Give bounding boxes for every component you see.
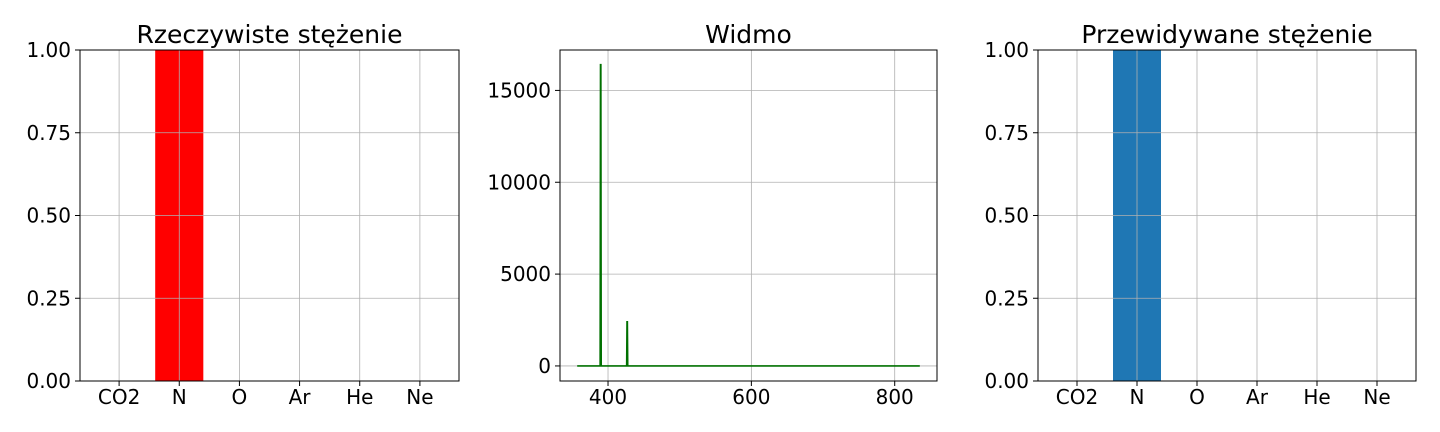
x-tick-label: CO2: [1056, 385, 1098, 409]
x-tick-label: He: [1303, 385, 1330, 409]
plot-frame: [559, 49, 938, 382]
x-tick-label: 600: [732, 385, 770, 409]
spectrum-line: [577, 63, 920, 367]
x-tick-label: Ar: [1246, 385, 1269, 409]
y-tick-label: 0: [538, 354, 551, 378]
chart-predicted-concentration: 0.00 0.25 0.50 0.75 1.00 CO2 N O Ar He Ne Przewidyw…: [984, 20, 1417, 409]
chart-real-concentration: 0.00 0.25 0.50 0.75 1.00 CO2 N O Ar He Ne Rzeczywis…: [26, 20, 460, 409]
x-tick-label: N: [172, 385, 187, 409]
y-tick-label: 0.75: [984, 121, 1029, 145]
x-tick-label: Ne: [406, 385, 433, 409]
plot-frame: [79, 49, 460, 382]
y-tick-label: 15000: [487, 78, 551, 102]
x-tick-label: 400: [589, 385, 627, 409]
chart-title: Widmo: [705, 20, 792, 49]
y-tick-label: 0.50: [26, 204, 71, 228]
y-tick-label: 0.75: [26, 121, 71, 145]
y-tick-label: 10000: [487, 170, 551, 194]
x-tick-label: Ar: [289, 385, 312, 409]
y-tick-label: 0.00: [984, 369, 1029, 393]
plot-frame: [1037, 49, 1417, 382]
y-tick-label: 5000: [500, 262, 551, 286]
chart-spectrum: 400 600 800 0 5000 10000 15000 Widmo: [487, 20, 938, 409]
y-tick-label: 1.00: [26, 38, 71, 62]
x-tick-label: O: [232, 385, 248, 409]
y-tick-label: 0.50: [984, 204, 1029, 228]
y-tick-label: 0.25: [26, 286, 71, 310]
x-tick-label: CO2: [98, 385, 140, 409]
x-tick-label: 800: [876, 385, 914, 409]
y-tick-label: 0.25: [984, 286, 1029, 310]
x-tick-label: N: [1130, 385, 1145, 409]
chart-title: Przewidywane stężenie: [1081, 20, 1372, 49]
x-tick-label: O: [1189, 385, 1205, 409]
y-tick-label: 0.00: [26, 369, 71, 393]
y-tick-label: 1.00: [984, 38, 1029, 62]
x-tick-label: Ne: [1363, 385, 1390, 409]
x-tick-label: He: [346, 385, 373, 409]
chart-title: Rzeczywiste stężenie: [137, 20, 403, 49]
